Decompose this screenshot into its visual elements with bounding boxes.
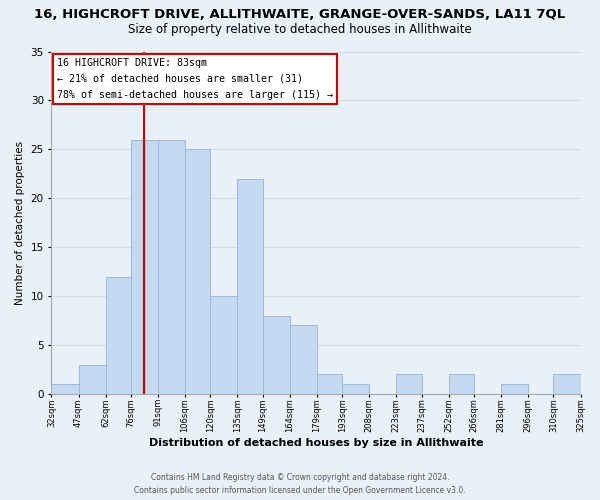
Text: 16 HIGHCROFT DRIVE: 83sqm
← 21% of detached houses are smaller (31)
78% of semi-: 16 HIGHCROFT DRIVE: 83sqm ← 21% of detac… <box>57 58 333 100</box>
Bar <box>79 364 106 394</box>
Bar <box>553 374 581 394</box>
Bar <box>263 316 290 394</box>
Bar <box>211 296 238 394</box>
Bar <box>397 374 422 394</box>
Bar <box>158 140 185 394</box>
Bar <box>317 374 342 394</box>
Bar <box>185 150 211 394</box>
Bar <box>342 384 369 394</box>
X-axis label: Distribution of detached houses by size in Allithwaite: Distribution of detached houses by size … <box>149 438 483 448</box>
Text: Contains HM Land Registry data © Crown copyright and database right 2024.
Contai: Contains HM Land Registry data © Crown c… <box>134 474 466 495</box>
Bar <box>238 178 263 394</box>
Bar <box>106 276 131 394</box>
Bar <box>131 140 158 394</box>
Bar <box>501 384 528 394</box>
Y-axis label: Number of detached properties: Number of detached properties <box>15 140 25 305</box>
Bar <box>449 374 474 394</box>
Bar <box>52 384 79 394</box>
Text: 16, HIGHCROFT DRIVE, ALLITHWAITE, GRANGE-OVER-SANDS, LA11 7QL: 16, HIGHCROFT DRIVE, ALLITHWAITE, GRANGE… <box>34 8 566 20</box>
Text: Size of property relative to detached houses in Allithwaite: Size of property relative to detached ho… <box>128 22 472 36</box>
Bar <box>290 326 317 394</box>
